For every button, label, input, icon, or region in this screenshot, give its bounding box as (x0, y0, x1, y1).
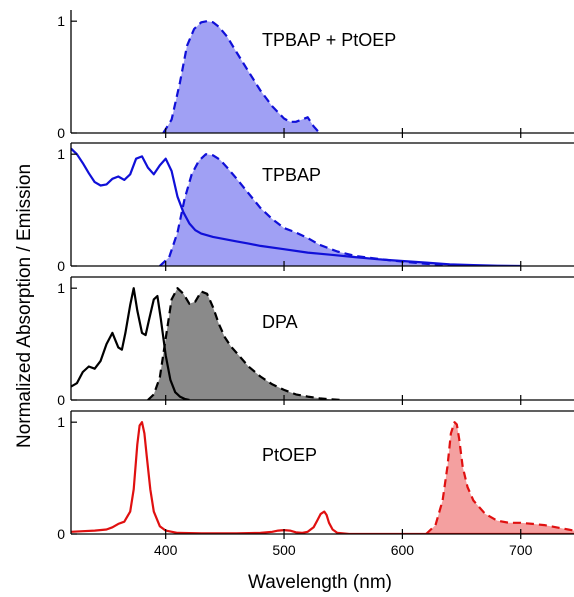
series-absorption-line (71, 421, 574, 534)
panel-2: 0 1 TPBAP (57, 142, 574, 274)
x-axis-title: Wavelength (nm) (248, 572, 392, 593)
series-emission-fill (426, 422, 574, 534)
x-tick-label: 600 (391, 542, 415, 558)
y-tick-label: 0 (57, 392, 65, 408)
x-axis-tick-labels: 400 500 600 700 (154, 542, 533, 558)
panel-plot-area (71, 287, 344, 400)
y-tick-label: 0 (57, 125, 65, 141)
y-tick-label: 1 (57, 414, 65, 430)
y-tick-label: 1 (57, 13, 65, 29)
panel-label: DPA (262, 312, 298, 332)
series-emission-fill (159, 154, 462, 266)
series-emission-line (425, 421, 574, 534)
panel-label: TPBAP (262, 165, 321, 185)
panel-plot-area (71, 421, 574, 534)
series-emission-fill (147, 288, 344, 400)
y-tick-label: 1 (57, 280, 65, 296)
y-axis-title: Normalized Absorption / Emission (14, 164, 35, 448)
panel-1: 0 1 TPBAP + PtOEP (57, 10, 574, 141)
panel-plot-area (71, 147, 521, 266)
x-tick-label: 700 (509, 542, 533, 558)
panel-label: TPBAP + PtOEP (262, 30, 396, 50)
y-tick-label: 1 (57, 146, 65, 162)
panel-plot-area (162, 20, 321, 133)
y-tick-label: 0 (57, 258, 65, 274)
panel-4: 0 1 PtOEP (57, 410, 574, 542)
panel-3: 0 1 DPA (57, 276, 574, 408)
x-tick-label: 400 (154, 542, 178, 558)
series-absorption-line (71, 147, 521, 266)
panel-label: PtOEP (262, 445, 317, 465)
series-emission-fill (163, 21, 320, 133)
series-absorption-line (71, 287, 190, 400)
y-tick-label: 0 (57, 526, 65, 542)
chart-panels: 0 1 TPBAP + PtOEP 0 1 TPBAP 0 1 DPA 0 1 PtOEP (57, 10, 574, 542)
series-emission-line (162, 20, 321, 133)
series-emission-line (147, 287, 344, 400)
x-tick-label: 500 (272, 542, 296, 558)
